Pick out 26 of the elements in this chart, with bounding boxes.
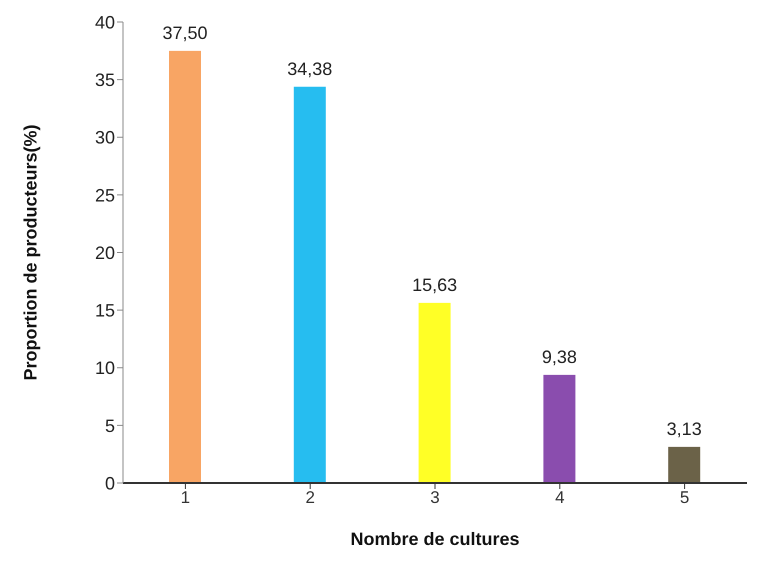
x-tick-label: 5	[680, 488, 690, 508]
bar	[543, 374, 576, 483]
y-tick-label: 10	[94, 358, 115, 378]
y-tick-label: 20	[94, 242, 115, 263]
bar	[169, 50, 201, 483]
x-tick-label: 4	[555, 488, 565, 508]
bar	[668, 446, 700, 483]
x-axis-title: Nombre de cultures	[350, 529, 520, 549]
x-tick-label: 1	[180, 488, 190, 508]
y-tick-label: 30	[94, 128, 115, 148]
y-tick-label: 5	[104, 416, 115, 436]
bar	[294, 86, 326, 483]
data-label: 3,13	[666, 418, 702, 439]
y-tick-label: 25	[94, 185, 115, 206]
bar	[418, 302, 451, 483]
data-label: 9,38	[542, 346, 577, 367]
y-tick-label: 0	[104, 473, 115, 494]
data-label: 34,38	[287, 58, 332, 79]
x-tick-label: 2	[305, 488, 315, 508]
data-label: 37,50	[162, 22, 208, 43]
y-axis-title: Proportion de producteurs(%)	[20, 124, 40, 380]
y-tick-label: 35	[94, 70, 115, 90]
y-tick-label: 15	[94, 300, 115, 321]
x-tick-label: 3	[430, 488, 440, 508]
y-tick-label: 40	[94, 12, 115, 32]
data-label: 15,63	[412, 274, 458, 295]
